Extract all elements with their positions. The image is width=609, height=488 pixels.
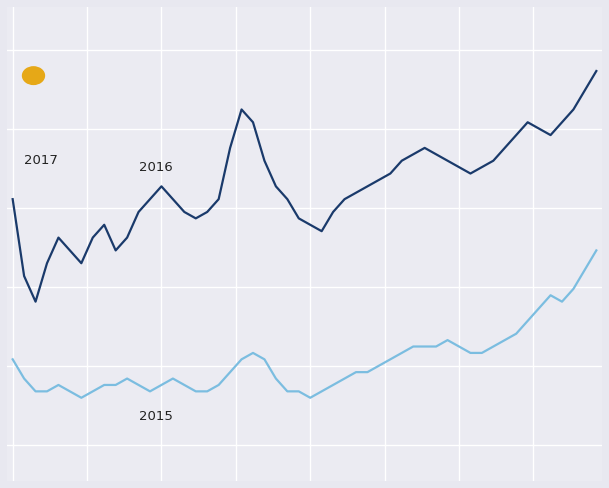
Text: 2017: 2017: [24, 154, 58, 167]
Text: 2016: 2016: [139, 161, 172, 174]
Text: 2015: 2015: [139, 410, 172, 424]
